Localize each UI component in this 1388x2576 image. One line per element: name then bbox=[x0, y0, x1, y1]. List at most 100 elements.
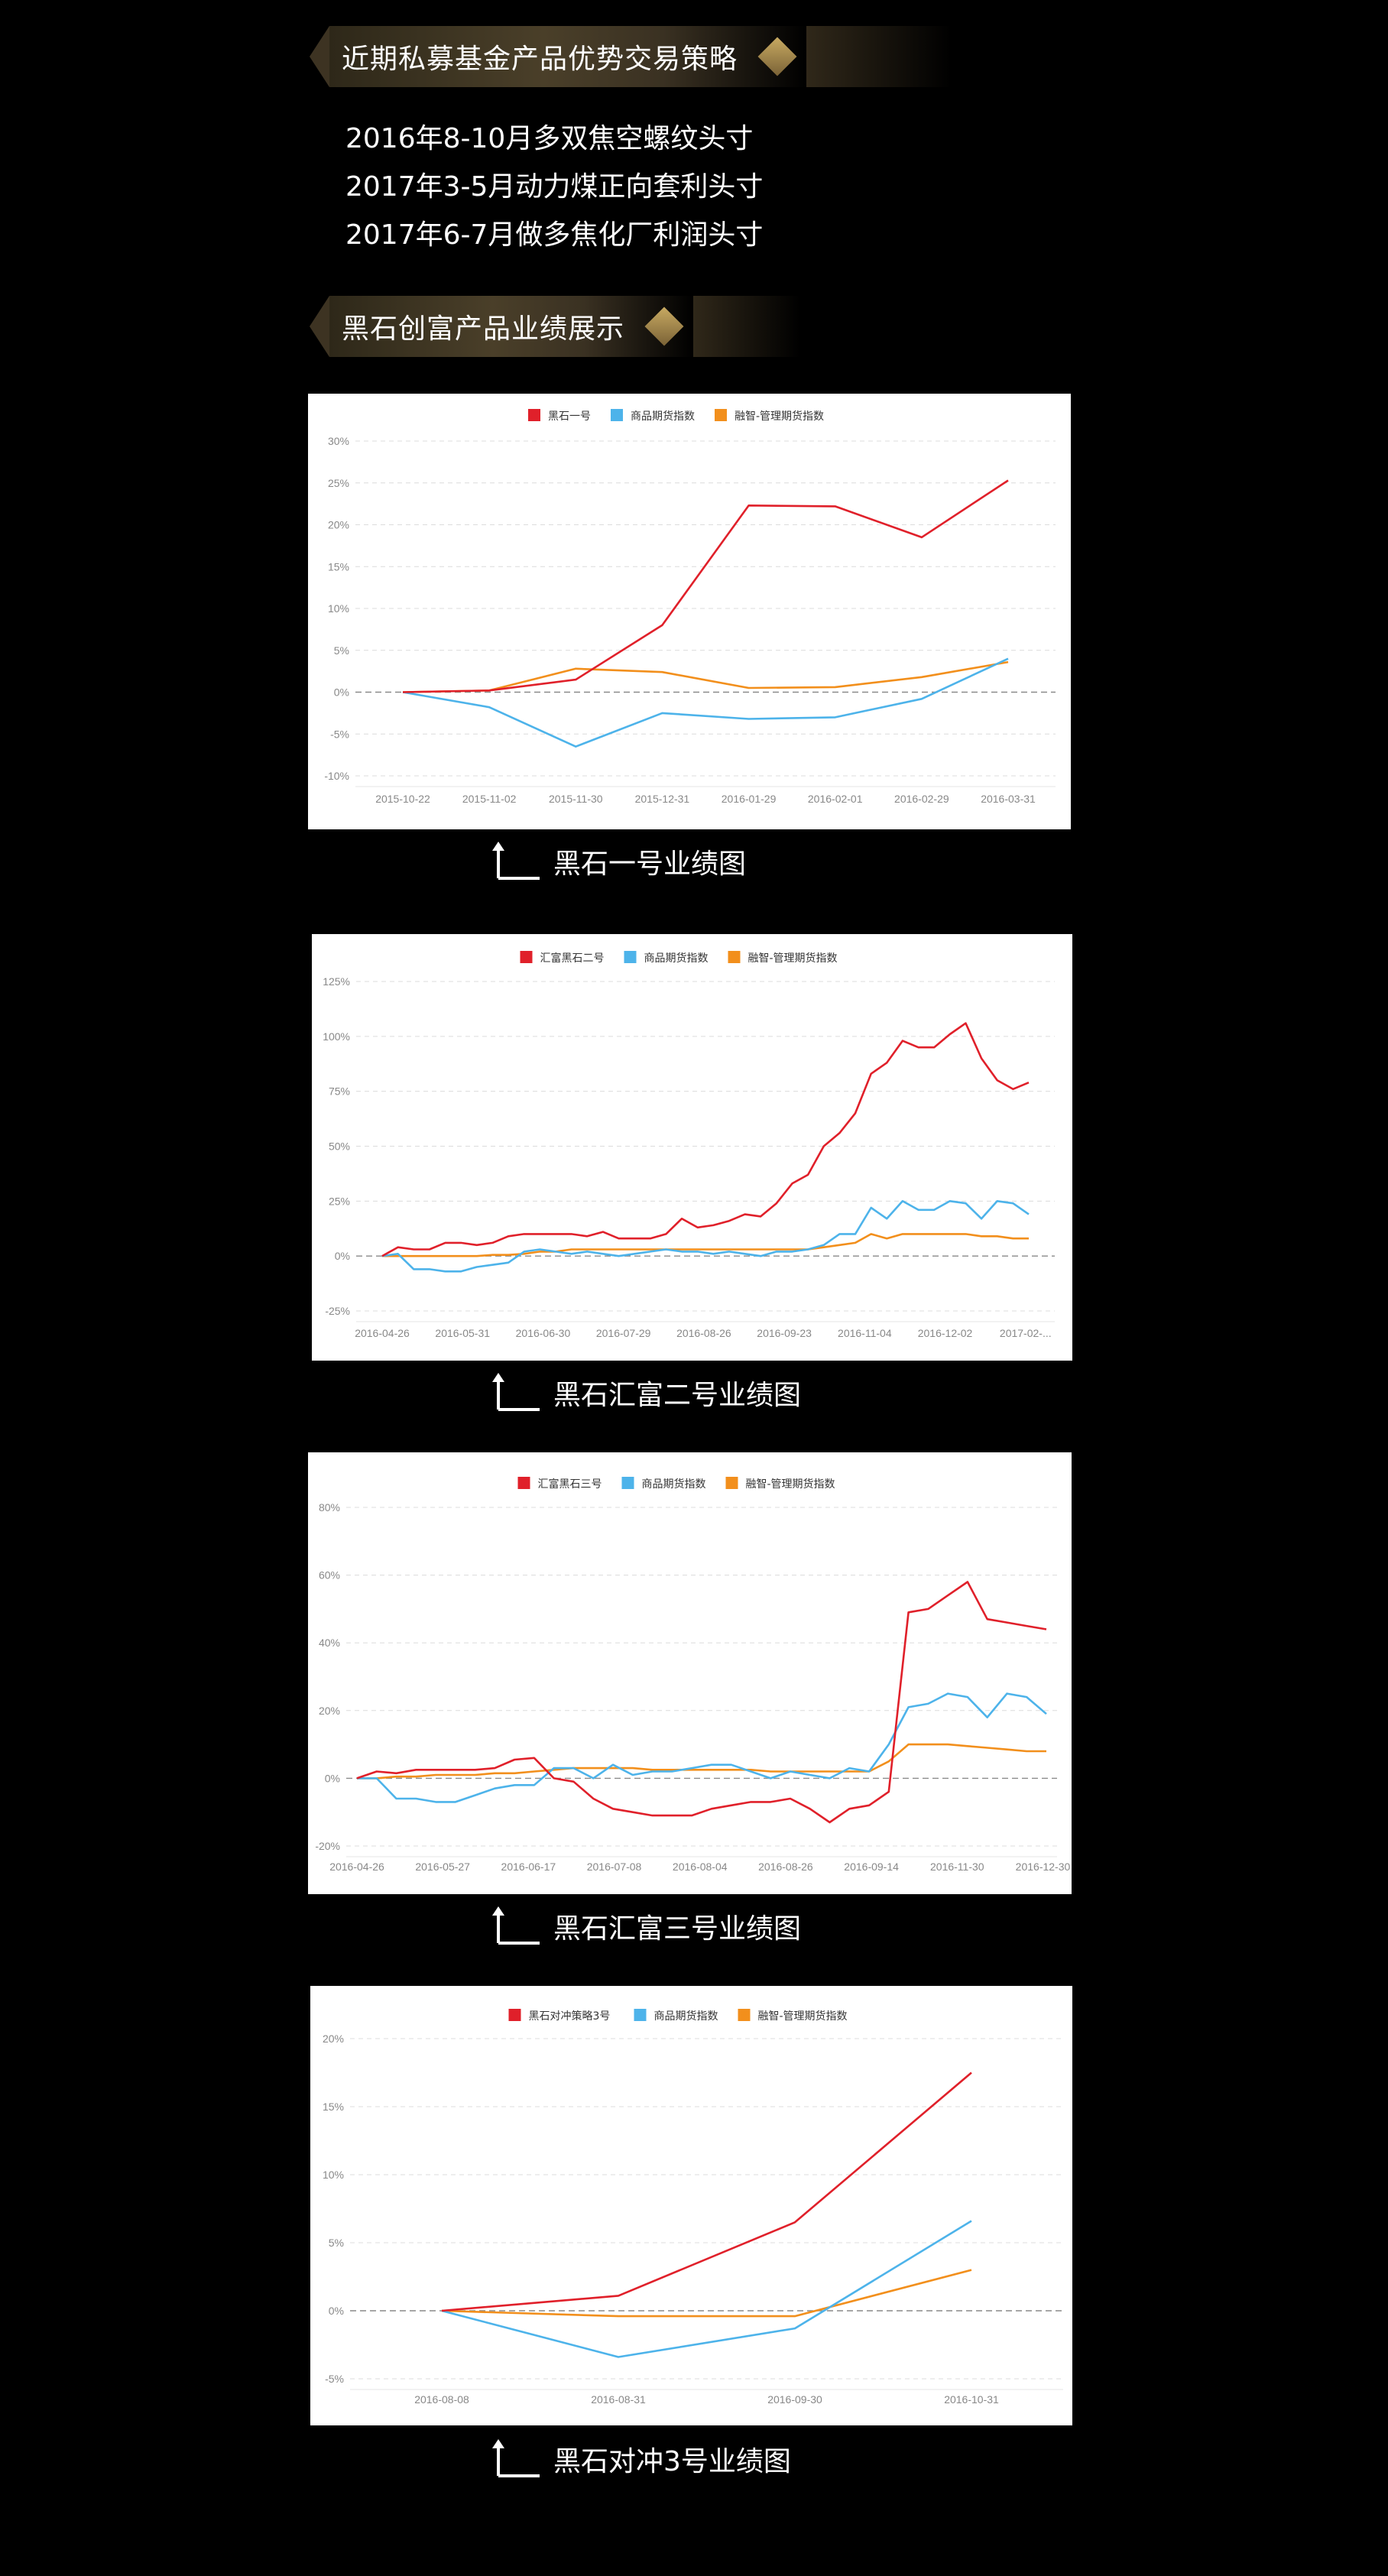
caption-text: 黑石汇富三号业绩图 bbox=[553, 1913, 802, 1945]
x-tick-label: 2016-11-30 bbox=[930, 1861, 984, 1873]
series-line-2 bbox=[357, 1743, 1046, 1780]
legend-swatch bbox=[621, 1477, 634, 1489]
x-tick-label: 2016-09-23 bbox=[757, 1327, 812, 1339]
x-tick-label: 2016-02-29 bbox=[894, 793, 949, 805]
legend-label: 商品期货指数 bbox=[642, 1478, 706, 1491]
x-tick-label: 2016-08-31 bbox=[591, 2393, 646, 2406]
legend-label: 黑石对冲策略3号 bbox=[529, 2010, 611, 2023]
series-line-2 bbox=[402, 660, 1009, 693]
y-tick-label: 100% bbox=[323, 1030, 350, 1043]
y-tick-label: 0% bbox=[335, 1250, 350, 1262]
y-tick-label: 40% bbox=[319, 1637, 340, 1649]
section-title: 黑石创富产品业绩展示 bbox=[342, 313, 625, 345]
x-tick-label: 2015-11-02 bbox=[462, 793, 517, 805]
chart-panel-2: 125% 100% 75% 50% 25% 0% -25% 2016-04-26 2016-05… bbox=[312, 934, 1072, 1361]
y-tick-label: 15% bbox=[328, 560, 349, 573]
x-tick-label: 2016-06-17 bbox=[501, 1861, 556, 1873]
strategy-list: 2016年8-10月多双焦空螺纹头寸 2017年3-5月动力煤正向套利头寸 20… bbox=[345, 115, 763, 259]
series-line-1 bbox=[441, 2220, 972, 2358]
x-tick-label: 2016-08-26 bbox=[676, 1327, 731, 1339]
chart-panel-3: 80% 60% 40% 20% 0% -20% 2016-04-26 2016-05-27 20… bbox=[308, 1452, 1072, 1894]
corner-arrow-icon bbox=[492, 1906, 540, 1945]
chart-heishi-1: 30% 25% 20% 15% 10% 5% 0% -5% -10% 2015-10-22 2015… bbox=[324, 409, 1056, 805]
series-line-0 bbox=[381, 1022, 1030, 1257]
banner-left-tip bbox=[310, 26, 329, 87]
section-banner-strategies: 近期私募基金产品优势交易策略 bbox=[310, 26, 952, 87]
legend-label: 汇富黑石三号 bbox=[538, 1478, 602, 1491]
y-tick-label: -5% bbox=[330, 728, 349, 740]
x-tick-label: 2016-01-29 bbox=[722, 793, 777, 805]
y-tick-label: 50% bbox=[329, 1140, 350, 1153]
y-tick-label: 15% bbox=[323, 2101, 344, 2113]
chart-panel-1: 30% 25% 20% 15% 10% 5% 0% -5% -10% 2015-10-22 2015… bbox=[308, 394, 1071, 829]
legend-swatch bbox=[508, 2009, 521, 2021]
legend-label: 商品期货指数 bbox=[654, 2010, 718, 2023]
chart-huifu-2: 125% 100% 75% 50% 25% 0% -25% 2016-04-26 2016-05… bbox=[323, 951, 1055, 1339]
y-tick-label: 10% bbox=[323, 2169, 344, 2181]
series-line-0 bbox=[441, 2072, 972, 2312]
legend-swatch bbox=[517, 1477, 530, 1489]
series-line-1 bbox=[357, 1692, 1047, 1803]
legend-label: 商品期货指数 bbox=[631, 410, 695, 423]
series-line-1 bbox=[381, 1199, 1030, 1273]
corner-arrow-icon bbox=[492, 1373, 540, 1411]
series-line-0 bbox=[402, 479, 1009, 693]
x-tick-label: 2016-06-30 bbox=[516, 1327, 571, 1339]
x-tick-label: 2016-03-31 bbox=[981, 793, 1036, 805]
x-tick-label: 2016-11-04 bbox=[838, 1327, 892, 1339]
y-tick-label: 0% bbox=[329, 2305, 344, 2317]
chart-hedge-3: 20% 15% 10% 5% 0% -5% 2016-08-08 2016-08-31 2016… bbox=[323, 2009, 1063, 2406]
banner-left-tip bbox=[310, 296, 329, 357]
y-tick-label: -5% bbox=[325, 2373, 344, 2385]
y-tick-label: 125% bbox=[323, 975, 350, 988]
legend-label: 融智-管理期货指数 bbox=[746, 1478, 835, 1491]
y-tick-label: -25% bbox=[325, 1305, 350, 1317]
chart-caption-1: 黑石一号业绩图 bbox=[489, 837, 746, 883]
legend-swatch bbox=[738, 2009, 751, 2021]
x-tick-label: 2016-04-26 bbox=[329, 1861, 384, 1873]
x-tick-label: 2016-12-02 bbox=[918, 1327, 973, 1339]
chart-caption-4: 黑石对冲3号业绩图 bbox=[489, 2435, 791, 2480]
x-tick-label: 2016-09-30 bbox=[767, 2393, 822, 2406]
y-tick-label: 20% bbox=[328, 519, 349, 531]
diamond-icon bbox=[757, 37, 797, 76]
section-title: 近期私募基金产品优势交易策略 bbox=[342, 44, 738, 75]
diamond-icon bbox=[644, 307, 684, 346]
banner-fade bbox=[693, 296, 801, 357]
legend-swatch bbox=[728, 951, 741, 963]
y-tick-label: 0% bbox=[334, 686, 349, 699]
banner-body: 近期私募基金产品优势交易策略 bbox=[329, 26, 807, 87]
x-tick-label: 2015-12-31 bbox=[635, 793, 690, 805]
series-line-0 bbox=[356, 1581, 1047, 1824]
chart-panel-4: 20% 15% 10% 5% 0% -5% 2016-08-08 2016-08-31 2016… bbox=[310, 1986, 1072, 2425]
y-tick-label: -10% bbox=[324, 770, 349, 782]
legend-label: 汇富黑石二号 bbox=[540, 952, 605, 965]
y-tick-label: 5% bbox=[329, 2237, 344, 2249]
y-tick-label: 20% bbox=[319, 1705, 340, 1717]
chart-caption-2: 黑石汇富二号业绩图 bbox=[489, 1368, 801, 1414]
legend-label: 融智-管理期货指数 bbox=[758, 2010, 848, 2023]
strategy-item: 2017年6-7月做多焦化厂利润头寸 bbox=[345, 219, 764, 251]
y-tick-label: 75% bbox=[329, 1085, 350, 1098]
series-line-2 bbox=[382, 1233, 1029, 1257]
y-tick-label: 80% bbox=[319, 1501, 340, 1513]
x-tick-label: 2016-09-14 bbox=[844, 1861, 899, 1873]
x-tick-label: 2016-04-26 bbox=[355, 1327, 410, 1339]
x-tick-label: 2016-05-27 bbox=[415, 1861, 470, 1873]
x-tick-label: 2016-07-08 bbox=[587, 1861, 642, 1873]
legend-swatch bbox=[725, 1477, 738, 1489]
x-tick-label: 2017-02-... bbox=[1000, 1327, 1052, 1339]
x-tick-label: 2016-10-31 bbox=[944, 2393, 999, 2406]
caption-text: 黑石汇富二号业绩图 bbox=[553, 1380, 802, 1411]
x-tick-label: 2016-08-04 bbox=[673, 1861, 728, 1873]
legend-swatch bbox=[715, 409, 727, 421]
series-line-2 bbox=[441, 2269, 972, 2318]
corner-arrow-icon bbox=[492, 2439, 540, 2477]
legend-label: 商品期货指数 bbox=[644, 952, 709, 965]
section-banner-performance: 黑石创富产品业绩展示 bbox=[310, 296, 801, 357]
banner-fade bbox=[806, 26, 952, 87]
legend-label: 融智-管理期货指数 bbox=[748, 952, 838, 965]
strategy-item: 2017年3-5月动力煤正向套利头寸 bbox=[345, 171, 764, 203]
legend-swatch bbox=[520, 951, 533, 963]
caption-text: 黑石一号业绩图 bbox=[553, 848, 747, 880]
